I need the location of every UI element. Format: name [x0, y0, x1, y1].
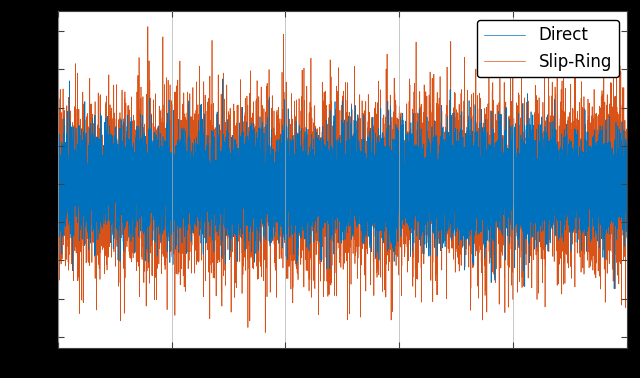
- Direct: [611, 287, 618, 291]
- Slip-Ring: [593, 132, 601, 137]
- Line: Slip-Ring: Slip-Ring: [58, 26, 627, 333]
- Direct: [219, 77, 227, 81]
- Direct: [593, 170, 601, 175]
- Slip-Ring: [77, 187, 85, 192]
- Direct: [54, 168, 61, 173]
- Legend: Direct, Slip-Ring: Direct, Slip-Ring: [477, 20, 619, 77]
- Slip-Ring: [332, 229, 340, 234]
- Slip-Ring: [88, 102, 95, 106]
- Slip-Ring: [623, 237, 631, 241]
- Direct: [88, 194, 95, 198]
- Slip-Ring: [144, 24, 152, 29]
- Direct: [165, 183, 173, 187]
- Direct: [332, 165, 340, 169]
- Direct: [623, 164, 631, 169]
- Slip-Ring: [54, 111, 61, 115]
- Direct: [56, 201, 64, 206]
- Slip-Ring: [56, 257, 64, 262]
- Direct: [77, 173, 85, 177]
- Slip-Ring: [166, 142, 173, 147]
- Line: Direct: Direct: [58, 79, 627, 289]
- Slip-Ring: [262, 330, 269, 335]
